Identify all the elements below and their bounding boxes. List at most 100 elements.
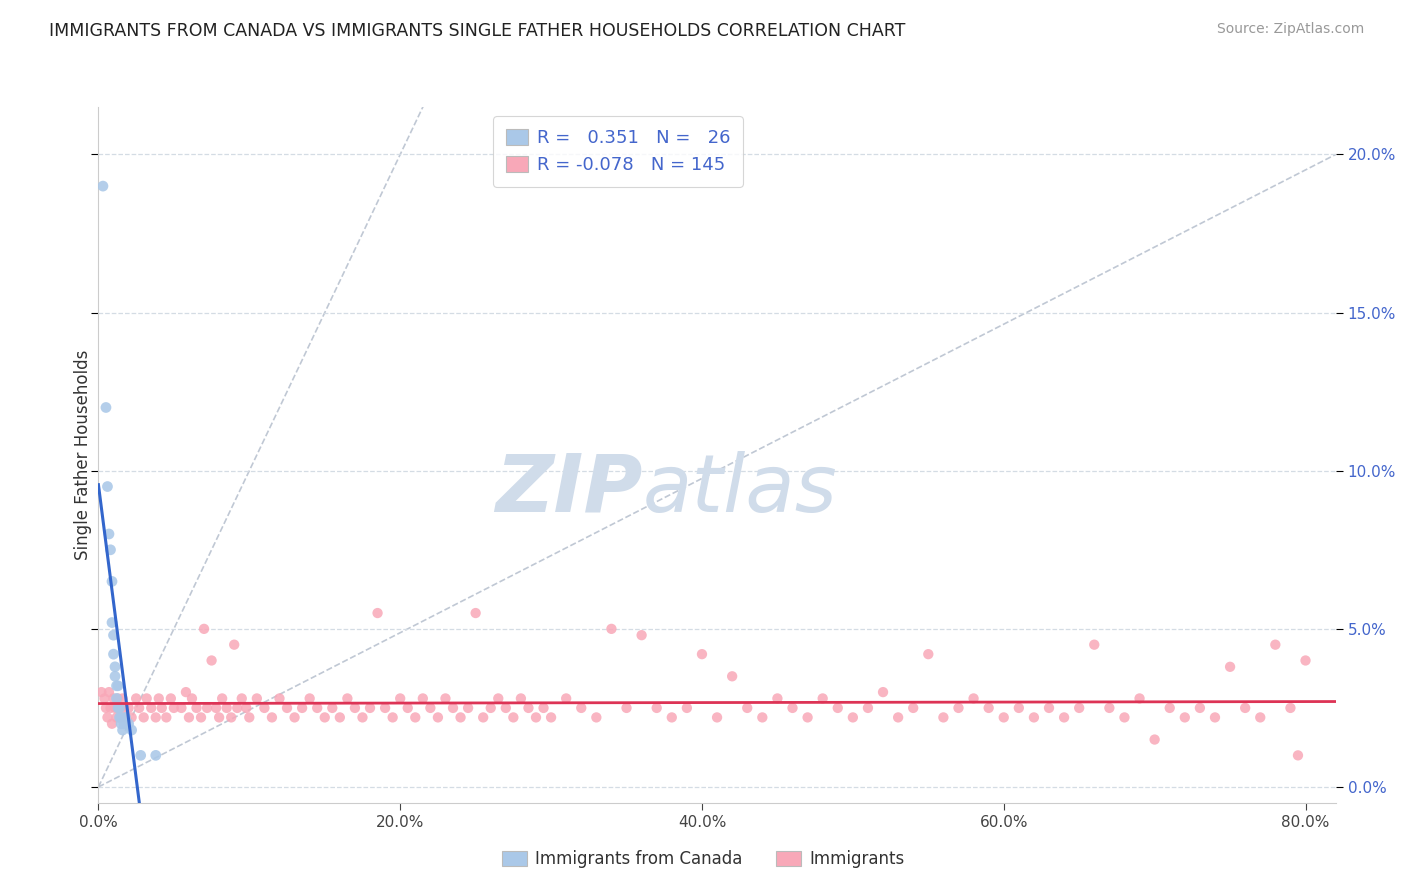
Point xyxy=(782,701,804,715)
Y-axis label: Single Father Households: Single Father Households xyxy=(75,350,93,560)
Point xyxy=(1053,710,1076,724)
Point xyxy=(114,710,136,724)
Point xyxy=(141,701,163,715)
Point xyxy=(96,710,118,724)
Point xyxy=(96,479,118,493)
Point xyxy=(1264,638,1286,652)
Point xyxy=(343,701,366,715)
Point xyxy=(450,710,472,724)
Point xyxy=(121,723,143,737)
Point xyxy=(101,716,124,731)
Point xyxy=(555,691,578,706)
Point xyxy=(94,701,117,715)
Point xyxy=(533,701,555,715)
Text: Source: ZipAtlas.com: Source: ZipAtlas.com xyxy=(1216,22,1364,37)
Point xyxy=(630,628,652,642)
Point xyxy=(276,701,298,715)
Point xyxy=(108,710,131,724)
Point xyxy=(135,691,157,706)
Point xyxy=(269,691,291,706)
Point xyxy=(104,701,127,715)
Point xyxy=(1295,653,1317,667)
Point xyxy=(464,606,486,620)
Point xyxy=(219,710,242,724)
Point xyxy=(211,691,233,706)
Point xyxy=(108,701,131,715)
Point xyxy=(842,710,865,724)
Point xyxy=(174,685,197,699)
Point xyxy=(246,691,269,706)
Point xyxy=(796,710,818,724)
Point xyxy=(170,701,193,715)
Point xyxy=(1143,732,1166,747)
Point xyxy=(160,691,183,706)
Point xyxy=(105,710,128,724)
Point xyxy=(676,701,699,715)
Point xyxy=(426,710,449,724)
Point xyxy=(735,701,758,715)
Point xyxy=(856,701,879,715)
Point xyxy=(107,691,129,706)
Point xyxy=(962,691,984,706)
Point xyxy=(434,691,457,706)
Point xyxy=(872,685,894,699)
Point xyxy=(1038,701,1060,715)
Point xyxy=(1174,710,1197,724)
Point xyxy=(412,691,434,706)
Point xyxy=(766,691,789,706)
Point xyxy=(903,701,925,715)
Point xyxy=(90,685,112,699)
Point xyxy=(396,701,419,715)
Point xyxy=(121,710,143,724)
Point xyxy=(105,691,128,706)
Point xyxy=(1219,660,1241,674)
Point xyxy=(110,716,132,731)
Point xyxy=(457,701,479,715)
Point xyxy=(224,638,246,652)
Point xyxy=(98,685,121,699)
Point xyxy=(145,748,167,763)
Point xyxy=(751,710,773,724)
Point xyxy=(540,710,562,724)
Point xyxy=(441,701,464,715)
Point xyxy=(1204,710,1226,724)
Point xyxy=(1114,710,1136,724)
Point xyxy=(193,622,215,636)
Point xyxy=(181,691,204,706)
Point xyxy=(117,716,139,731)
Point xyxy=(150,701,173,715)
Point xyxy=(616,701,638,715)
Point xyxy=(917,647,939,661)
Point xyxy=(661,710,683,724)
Point xyxy=(103,647,125,661)
Point xyxy=(117,701,139,715)
Point xyxy=(238,710,260,724)
Point xyxy=(495,701,517,715)
Point xyxy=(374,701,396,715)
Point xyxy=(91,179,114,194)
Point xyxy=(177,710,200,724)
Point xyxy=(314,710,336,724)
Point xyxy=(291,701,314,715)
Point xyxy=(1286,748,1309,763)
Point xyxy=(479,701,502,715)
Point xyxy=(389,691,412,706)
Legend: R =   0.351   N =   26, R = -0.078   N = 145: R = 0.351 N = 26, R = -0.078 N = 145 xyxy=(494,116,742,187)
Point xyxy=(231,691,253,706)
Point xyxy=(887,710,910,724)
Point xyxy=(103,628,125,642)
Point xyxy=(111,691,134,706)
Point xyxy=(1098,701,1121,715)
Point xyxy=(103,691,125,706)
Point xyxy=(509,691,531,706)
Point xyxy=(200,653,222,667)
Point xyxy=(205,701,228,715)
Point xyxy=(94,401,117,415)
Point xyxy=(129,748,152,763)
Point xyxy=(155,710,177,724)
Point xyxy=(827,701,849,715)
Point xyxy=(104,669,127,683)
Text: ZIP: ZIP xyxy=(495,450,643,529)
Point xyxy=(195,701,218,715)
Point xyxy=(107,679,129,693)
